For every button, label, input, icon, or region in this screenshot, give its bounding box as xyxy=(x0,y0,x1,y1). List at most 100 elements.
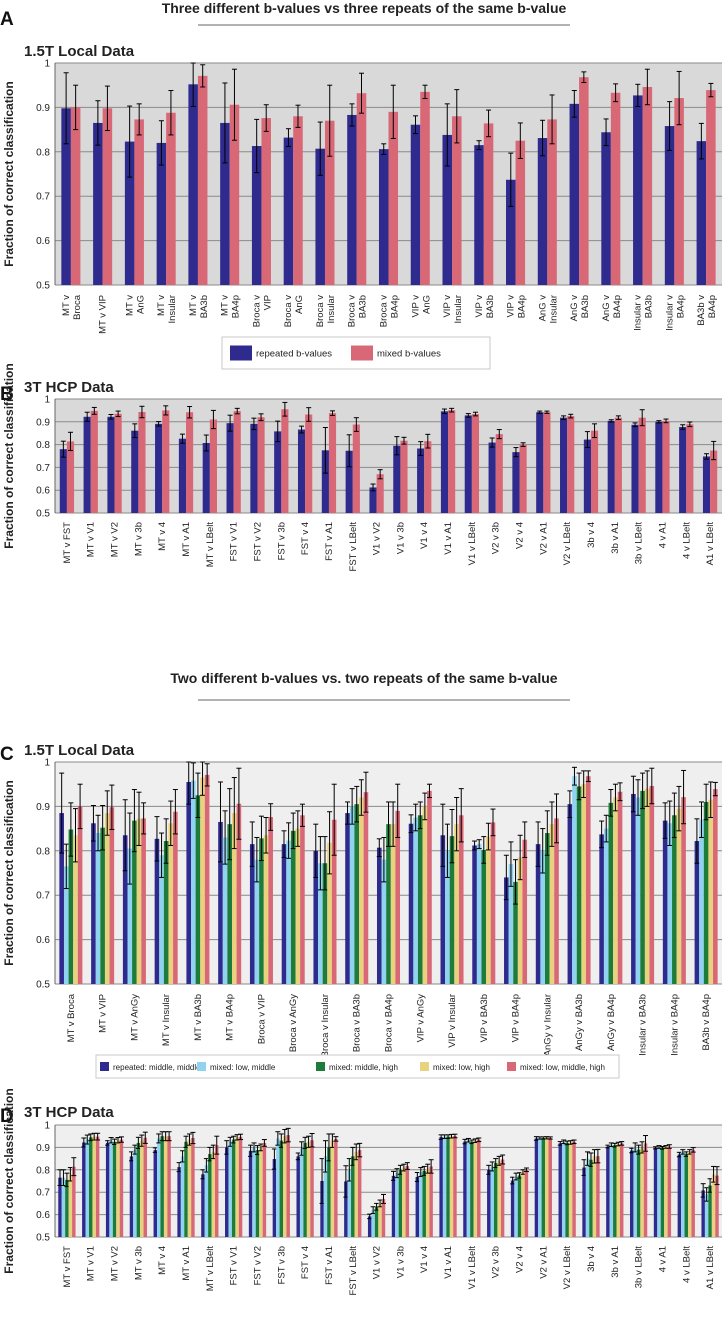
panel-d-category-label-line: MT v A1 xyxy=(181,1246,192,1281)
panel-d-bar xyxy=(306,1141,311,1237)
panel-c-category-label-line: Broca v BA3b xyxy=(352,994,363,1052)
panel-d-bar xyxy=(330,1140,335,1237)
panel-c-bar xyxy=(427,790,432,984)
panel-c-bar xyxy=(132,820,137,984)
panel-d-bar xyxy=(453,1135,457,1237)
panel-c-bar xyxy=(200,777,205,984)
panel-d-category-label: MT v 4 xyxy=(157,1246,168,1275)
panel-d-bar xyxy=(477,1139,481,1237)
panel-c-ytick-label: 0.7 xyxy=(36,891,50,902)
panel-b-bar xyxy=(321,450,329,513)
panel-b-category-label: 4 v A1 xyxy=(657,522,668,548)
panel-d-bar xyxy=(367,1216,372,1237)
panel-c-bar xyxy=(290,830,296,984)
panel-c-category-label: Broca v VIP xyxy=(256,994,267,1044)
panel-d: D 3T HCP Data 0.5 0.6 0.7 0.8 0.9 1 Fraction of … xyxy=(0,1088,722,1295)
panel-b-bar xyxy=(90,410,98,513)
panel-d-bar xyxy=(613,1145,617,1237)
panel-a-bar xyxy=(664,126,675,285)
panel-a-category-label: MT vInsular xyxy=(156,295,178,324)
panel-c-bar xyxy=(109,807,115,984)
panel-d-category-label: V2 v LBelt xyxy=(562,1246,573,1290)
panel-a-bar xyxy=(347,114,357,285)
panel-c-bar xyxy=(476,844,482,984)
panel-d-category-label-line: FST v A1 xyxy=(324,1246,335,1285)
panel-a-category-label: MT vBA3b xyxy=(188,295,210,318)
panel-a-bar xyxy=(378,149,389,285)
panel-d-bar xyxy=(606,1146,610,1237)
panel-b-category-label: V2 v 3b xyxy=(491,522,502,554)
panel-d-bar xyxy=(72,1166,76,1237)
panel-c-bar xyxy=(63,866,69,984)
panel-a-category-label-line: AnG xyxy=(135,295,146,314)
panel-d-bar xyxy=(538,1137,542,1237)
panel-d-category-label-line: 3b v LBelt xyxy=(634,1246,645,1289)
panel-d-ytick-label: 0.5 xyxy=(36,1233,50,1244)
panel-c-bar xyxy=(376,847,382,984)
panel-c-bar xyxy=(540,850,546,984)
panel-b-category-label: MT v LBelt xyxy=(205,522,216,568)
panel-d-bar xyxy=(568,1142,573,1237)
panel-b-ytick-label: 1 xyxy=(44,395,50,406)
panel-c-category-label: MT v VIP xyxy=(98,994,109,1033)
panel-b: B 3T HCP Data 0.5 0.6 0.7 0.8 0.9 1 Fraction of … xyxy=(0,363,722,571)
panel-a-bar xyxy=(483,123,494,285)
panel-a-category-label-line: MT v xyxy=(124,295,135,316)
panel-c-category-label-line: AnGy v BA4p xyxy=(606,994,617,1051)
panel-d-bar xyxy=(119,1139,124,1237)
panel-c-bar xyxy=(481,849,487,984)
panel-c-category-label-line: AnGy v BA3b xyxy=(574,994,585,1051)
panel-c-legend-swatch xyxy=(507,1062,516,1071)
panel-c-category-label: VIP v AnGy xyxy=(415,994,426,1043)
panel-b-bar xyxy=(83,416,91,513)
panel-d-bar xyxy=(715,1175,719,1237)
panel-a-bar xyxy=(293,116,303,285)
panel-c-bar xyxy=(127,848,133,984)
panel-d-category-label: FST v LBelt xyxy=(348,1246,359,1296)
panel-d-bar xyxy=(463,1141,467,1237)
panel-d-bar xyxy=(704,1194,709,1237)
panel-a-category-label-line: AnG v xyxy=(537,295,548,322)
panel-b-bar xyxy=(257,417,265,513)
panel-a-bar xyxy=(229,104,240,286)
panel-d-bar xyxy=(140,1140,144,1237)
panel-c-bar xyxy=(363,792,369,984)
panel-c-bar xyxy=(608,802,614,984)
panel-d-bar xyxy=(405,1165,410,1237)
panel-d-ytick-label: 0.8 xyxy=(36,1165,50,1176)
panel-d-bar xyxy=(95,1136,100,1237)
panel-d-bar xyxy=(398,1169,403,1237)
panel-c-category-label: AnGy v Insular xyxy=(542,994,553,1056)
panel-c-bar xyxy=(204,774,210,984)
panel-a-bar xyxy=(515,140,526,285)
panel-b-category-label: FST v LBelt xyxy=(348,522,359,572)
panel-d-bar xyxy=(252,1147,256,1237)
panel-d-category-label-line: MT v 4 xyxy=(157,1246,168,1275)
panel-c-bar xyxy=(535,844,541,984)
panel-c-bar xyxy=(313,850,319,984)
panel-a-category-label-line: BA3b xyxy=(485,295,496,318)
panel-b-category-label-line: V2 v LBelt xyxy=(562,522,573,566)
panel-d-bar xyxy=(541,1137,546,1237)
panel-d-category-label: MT v LBelt xyxy=(205,1246,216,1292)
panel-b-bar xyxy=(393,445,401,513)
panel-c-bar xyxy=(549,824,555,984)
panel-a-category-label: Broca vVIP xyxy=(251,295,273,327)
panel-b-category-label: 4 v LBelt xyxy=(681,522,692,559)
panel-c-legend-swatch xyxy=(197,1062,206,1071)
panel-d-bar xyxy=(116,1140,120,1237)
panel-b-category-label: V2 v LBelt xyxy=(562,522,573,566)
panel-d-bar xyxy=(493,1163,498,1237)
panel-c-category-label: Insular v BA4p xyxy=(669,994,680,1056)
panel-a-ytick-label: 0.6 xyxy=(36,236,50,247)
panel-b-ytick-label: 0.6 xyxy=(36,486,50,497)
panel-b-ytick-label: 0.8 xyxy=(36,440,50,451)
panel-b-category-label: MT v V1 xyxy=(86,522,97,557)
panel-d-bar xyxy=(439,1137,443,1237)
panel-d-bar xyxy=(545,1137,549,1237)
panel-c-bar xyxy=(331,819,337,984)
panel-d-bar xyxy=(470,1141,474,1237)
panel-d-bar xyxy=(708,1185,712,1237)
panel-d-category-label-line: V2 v 4 xyxy=(515,1246,526,1273)
